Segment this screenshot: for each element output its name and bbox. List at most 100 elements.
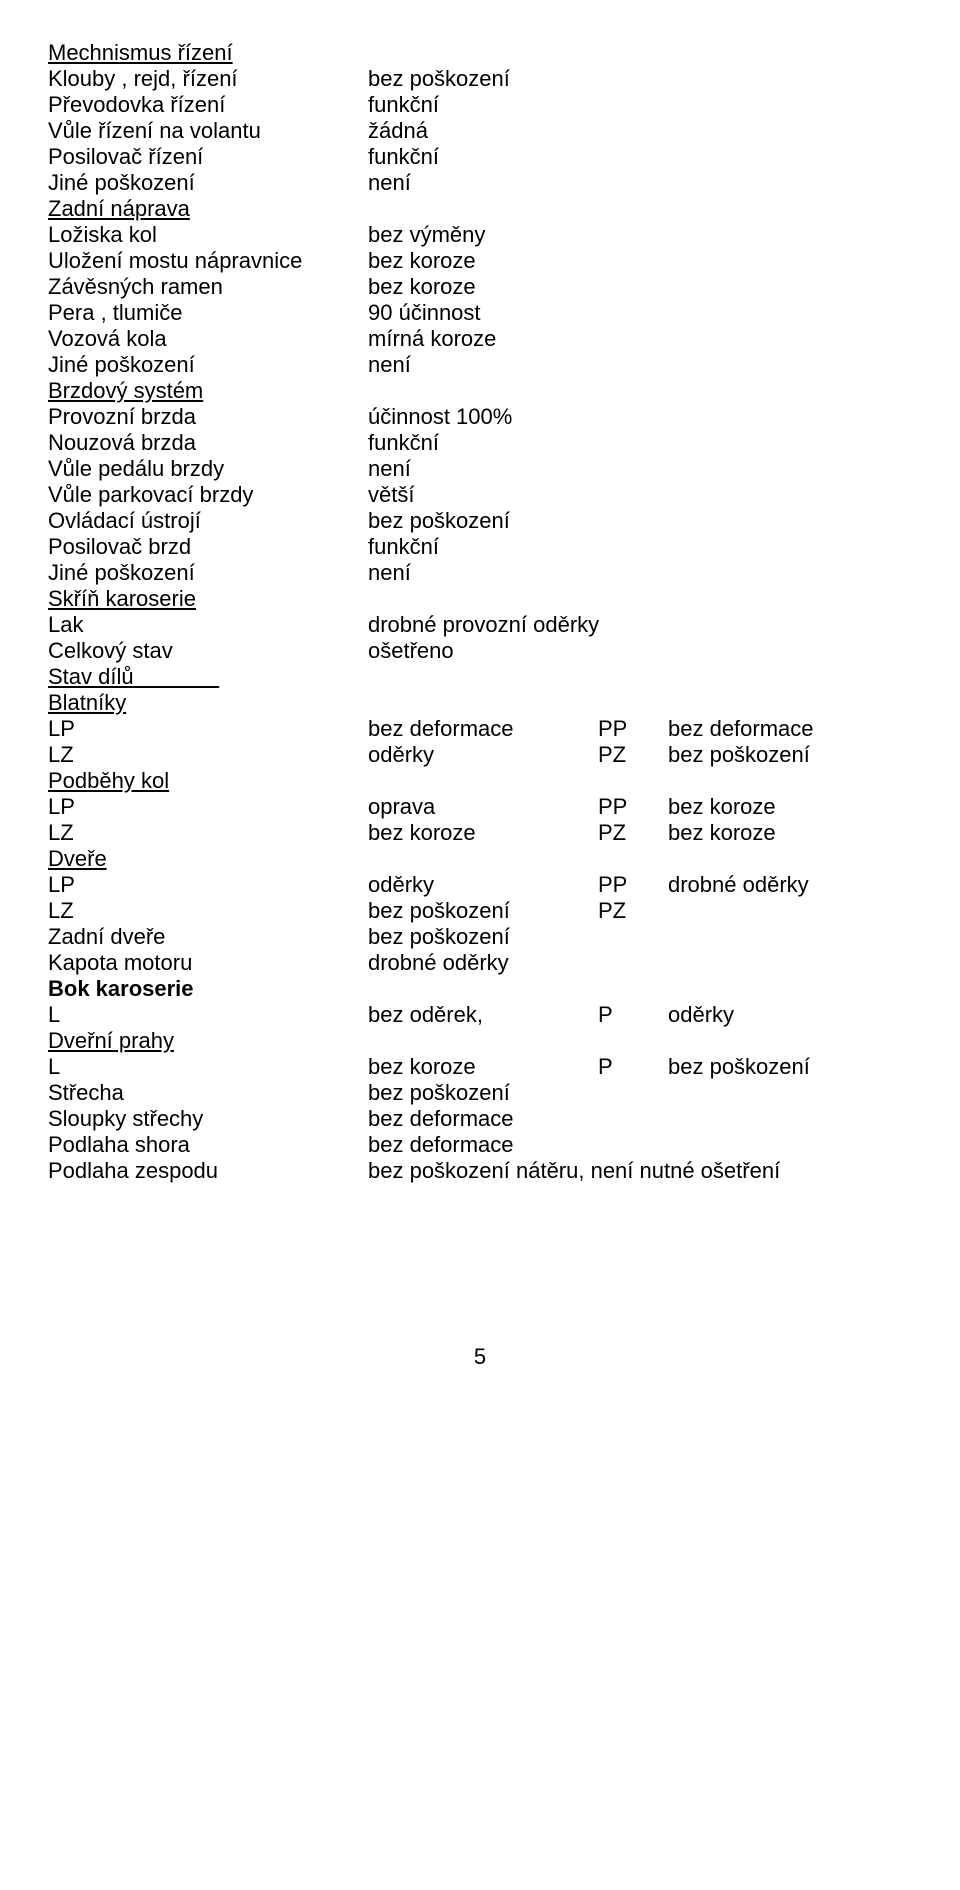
c2: bez koroze xyxy=(368,1054,598,1080)
label: Podlaha zespodu xyxy=(48,1158,368,1184)
podbehy-row: LPopravaPPbez koroze xyxy=(48,794,912,820)
value: není xyxy=(368,352,411,378)
c2: bez koroze xyxy=(368,820,598,846)
mech-row: Vůle řízení na volantužádná xyxy=(48,118,912,144)
value: bez poškození xyxy=(368,66,510,92)
c4: bez poškození xyxy=(668,742,810,768)
c4: bez koroze xyxy=(668,794,776,820)
c3: P xyxy=(598,1054,668,1080)
bok-row: Lbez oděrek,Poděrky xyxy=(48,1002,912,1028)
c1: L xyxy=(48,1054,368,1080)
value: funkční xyxy=(368,534,439,560)
brzdy-title: Brzdový systém xyxy=(48,378,912,404)
label: Ovládací ústrojí xyxy=(48,508,368,534)
brzdy-row: Nouzová brzdafunkční xyxy=(48,430,912,456)
label: Celkový stav xyxy=(48,638,368,664)
blatniky-row: LPbez deformacePPbez deformace xyxy=(48,716,912,742)
value: bez poškození nátěru, není nutné ošetřen… xyxy=(368,1158,780,1184)
c3: PP xyxy=(598,872,668,898)
value: není xyxy=(368,456,411,482)
mech-row: Jiné poškozenínení xyxy=(48,170,912,196)
c1: Sloupky střechy xyxy=(48,1106,368,1132)
value: účinnost 100% xyxy=(368,404,512,430)
skrin-title: Skříň karoserie xyxy=(48,586,912,612)
c3 xyxy=(598,924,668,950)
c2: bez poškození xyxy=(368,1080,598,1106)
c1: LZ xyxy=(48,820,368,846)
label: Nouzová brzda xyxy=(48,430,368,456)
stav-dilu-text: Stav dílů xyxy=(48,664,134,689)
prahy-row: Sloupky střechybez deformace xyxy=(48,1106,912,1132)
c2: drobné oděrky xyxy=(368,950,598,976)
label: Posilovač brzd xyxy=(48,534,368,560)
c3: P xyxy=(598,1002,668,1028)
value: funkční xyxy=(368,144,439,170)
c1: Zadní dveře xyxy=(48,924,368,950)
c1: LP xyxy=(48,872,368,898)
c4: drobné oděrky xyxy=(668,872,809,898)
label: Vozová kola xyxy=(48,326,368,352)
blatniky-row: LZoděrkyPZbez poškození xyxy=(48,742,912,768)
label: Jiné poškození xyxy=(48,352,368,378)
c2: bez oděrek, xyxy=(368,1002,598,1028)
c2: bez deformace xyxy=(368,716,598,742)
value: žádná xyxy=(368,118,428,144)
c3: PZ xyxy=(598,898,668,924)
c3 xyxy=(598,1106,668,1132)
brzdy-row: Provozní brzdaúčinnost 100% xyxy=(48,404,912,430)
c2: bez deformace xyxy=(368,1132,598,1158)
label: Jiné poškození xyxy=(48,560,368,586)
value: bez koroze xyxy=(368,248,476,274)
label: Jiné poškození xyxy=(48,170,368,196)
c3 xyxy=(598,950,668,976)
mech-row: Převodovka řízenífunkční xyxy=(48,92,912,118)
zn-row: Ložiska kolbez výměny xyxy=(48,222,912,248)
value: funkční xyxy=(368,92,439,118)
dvere-row: Zadní dveřebez poškození xyxy=(48,924,912,950)
value: není xyxy=(368,170,411,196)
prahy-title: Dveřní prahy xyxy=(48,1028,912,1054)
label: Lak xyxy=(48,612,368,638)
stav-dilu-title: Stav dílů xyxy=(48,664,912,690)
zn-row: Závěsných ramenbez koroze xyxy=(48,274,912,300)
label: Převodovka řízení xyxy=(48,92,368,118)
dvere-row: LPoděrkyPPdrobné oděrky xyxy=(48,872,912,898)
zadni-naprava-title: Zadní náprava xyxy=(48,196,912,222)
zn-row: Jiné poškozenínení xyxy=(48,352,912,378)
c3: PP xyxy=(598,794,668,820)
zn-row: Vozová kolamírná koroze xyxy=(48,326,912,352)
zn-row: Pera , tlumiče90 účinnost xyxy=(48,300,912,326)
c2: oděrky xyxy=(368,872,598,898)
c1: Podlaha shora xyxy=(48,1132,368,1158)
label: Vůle pedálu brzdy xyxy=(48,456,368,482)
c4: bez koroze xyxy=(668,820,776,846)
prahy-row: Střechabez poškození xyxy=(48,1080,912,1106)
label: Vůle řízení na volantu xyxy=(48,118,368,144)
c2: bez deformace xyxy=(368,1106,598,1132)
brzdy-row: Ovládací ústrojíbez poškození xyxy=(48,508,912,534)
c4: oděrky xyxy=(668,1002,734,1028)
label: Uložení mostu nápravnice xyxy=(48,248,368,274)
prahy-row: Podlaha shorabez deformace xyxy=(48,1132,912,1158)
c2: bez poškození xyxy=(368,898,598,924)
c3: PZ xyxy=(598,820,668,846)
brzdy-row: Vůle parkovací brzdyvětší xyxy=(48,482,912,508)
c1: Střecha xyxy=(48,1080,368,1106)
label: Pera , tlumiče xyxy=(48,300,368,326)
c4: bez poškození xyxy=(668,1054,810,1080)
brzdy-row: Vůle pedálu brzdynení xyxy=(48,456,912,482)
value: bez poškození xyxy=(368,508,510,534)
c2: oděrky xyxy=(368,742,598,768)
value: větší xyxy=(368,482,414,508)
value: není xyxy=(368,560,411,586)
value: 90 účinnost xyxy=(368,300,481,326)
label: Posilovač řízení xyxy=(48,144,368,170)
c4: bez deformace xyxy=(668,716,814,742)
brzdy-row: Posilovač brzdfunkční xyxy=(48,534,912,560)
mech-row: Klouby , rejd, řízeníbez poškození xyxy=(48,66,912,92)
label: Ložiska kol xyxy=(48,222,368,248)
c3: PP xyxy=(598,716,668,742)
dvere-row: LZbez poškozeníPZ xyxy=(48,898,912,924)
brzdy-row: Jiné poškozenínení xyxy=(48,560,912,586)
dvere-title: Dveře xyxy=(48,846,912,872)
